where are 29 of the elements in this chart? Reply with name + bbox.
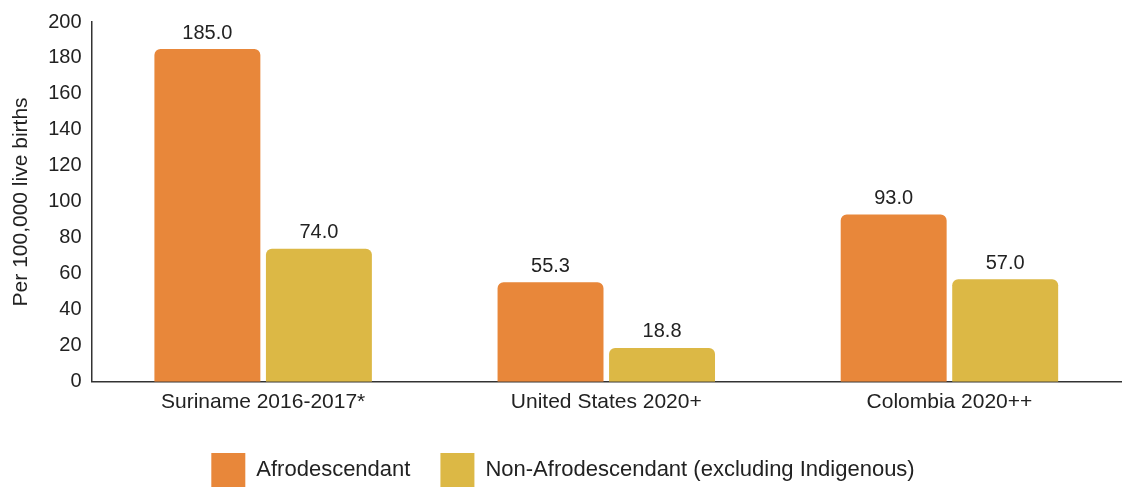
y-tick-label: 40 [59, 297, 82, 320]
y-tick-label: 120 [48, 153, 82, 176]
x-tick-label: United States 2020+ [510, 389, 702, 413]
data-label: 185.0 [182, 20, 233, 43]
y-tick-label: 20 [59, 333, 82, 356]
data-label: 74.0 [299, 220, 339, 243]
y-tick-label: 80 [59, 225, 82, 248]
y-tick-label: 160 [48, 81, 82, 104]
y-axis-title: Per 100,000 live births [8, 97, 32, 307]
bar [497, 282, 604, 382]
data-label: 18.8 [642, 319, 682, 342]
bar [609, 347, 716, 382]
y-tick-label: 0 [70, 369, 82, 392]
x-tick-label: Colombia 2020++ [866, 389, 1033, 413]
y-tick-label: 180 [48, 45, 82, 68]
x-tick-label: Suriname 2016-2017* [160, 389, 366, 413]
legend-label: Non-Afrodescendant (excluding Indigenous) [485, 456, 915, 482]
data-label: 55.3 [531, 253, 570, 276]
bar [265, 248, 372, 382]
y-tick-label: 200 [48, 9, 82, 32]
bar [840, 214, 947, 382]
y-tick-label: 60 [59, 261, 82, 284]
bar [154, 48, 261, 382]
data-label: 93.0 [874, 186, 914, 209]
y-tick-label: 140 [48, 117, 82, 140]
y-tick-label: 100 [48, 189, 82, 212]
data-label: 57.0 [985, 250, 1025, 273]
legend-label: Afrodescendant [256, 456, 411, 482]
bar [952, 279, 1059, 382]
